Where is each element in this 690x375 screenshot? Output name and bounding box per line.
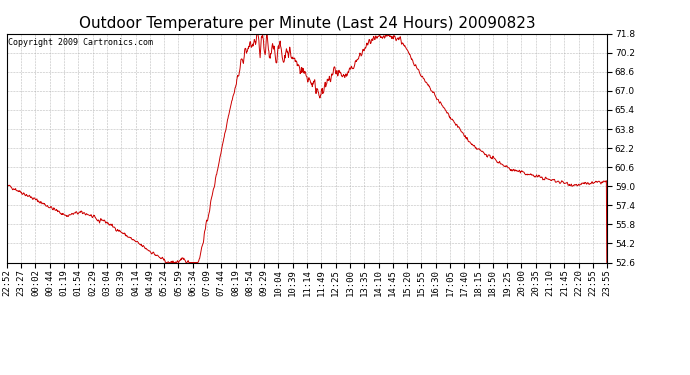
Text: Copyright 2009 Cartronics.com: Copyright 2009 Cartronics.com	[8, 38, 153, 47]
Title: Outdoor Temperature per Minute (Last 24 Hours) 20090823: Outdoor Temperature per Minute (Last 24 …	[79, 16, 535, 31]
